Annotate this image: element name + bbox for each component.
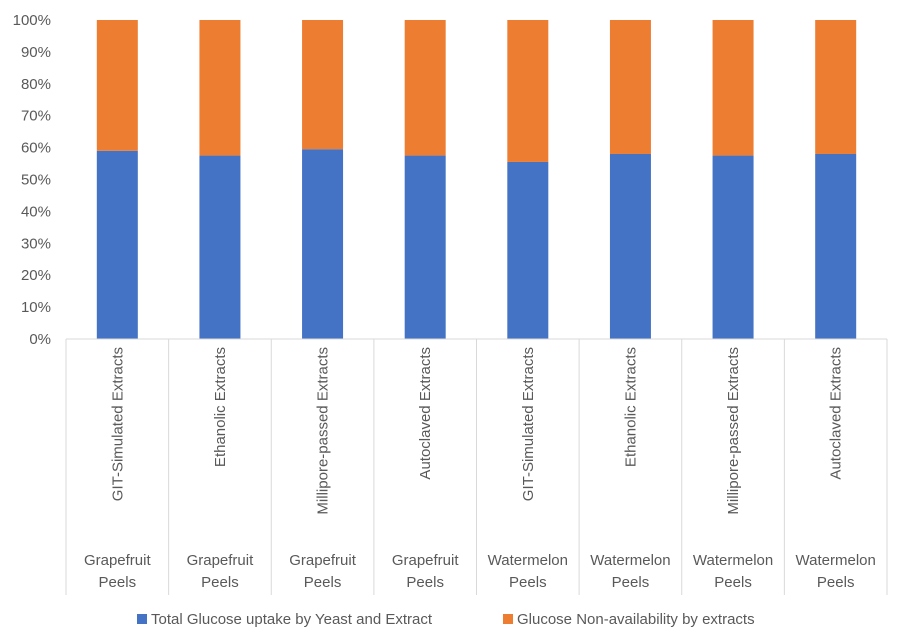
- x-tick-label-outer: Peels: [99, 574, 137, 591]
- x-tick-label-outer: Grapefruit: [289, 552, 357, 569]
- bar-segment-s0-c1: [199, 155, 241, 339]
- x-tick-label-outer: Peels: [509, 574, 547, 591]
- y-tick-label: 90%: [21, 44, 51, 61]
- x-tick-label-outer: Watermelon: [488, 552, 568, 569]
- y-tick-label: 50%: [21, 172, 51, 189]
- bar-segment-s0-c5: [609, 153, 651, 339]
- legend: Total Glucose uptake by Yeast and Extrac…: [137, 611, 755, 628]
- x-tick-label-outer: Peels: [304, 574, 342, 591]
- x-tick-label-inner: Ethanolic Extracts: [212, 347, 229, 467]
- x-tick-label-inner: Millipore-passed Extracts: [725, 347, 742, 515]
- bar-segment-s0-c3: [404, 155, 446, 339]
- bar-segment-s1-c4: [507, 20, 549, 162]
- x-tick-label-inner: Autoclaved Extracts: [417, 347, 434, 480]
- x-tick-label-outer: Peels: [201, 574, 239, 591]
- x-tick-label-outer: Peels: [612, 574, 650, 591]
- bar-segment-s1-c7: [815, 20, 857, 154]
- x-tick-label-inner: Ethanolic Extracts: [622, 347, 639, 467]
- y-tick-label: 80%: [21, 76, 51, 93]
- legend-label-0: Total Glucose uptake by Yeast and Extrac…: [151, 611, 433, 628]
- y-tick-label: 30%: [21, 235, 51, 252]
- bar-segment-s1-c2: [302, 20, 344, 150]
- x-tick-label-inner: Millipore-passed Extracts: [315, 347, 332, 515]
- x-tick-label-inner: GIT-Simulated Extracts: [109, 347, 126, 501]
- y-tick-label: 70%: [21, 108, 51, 125]
- y-axis: 0% 10% 20% 30% 40% 50% 60% 70% 80% 90% 100%: [13, 12, 51, 348]
- x-tick-label-outer: Grapefruit: [187, 552, 255, 569]
- bar-segment-s1-c5: [609, 20, 651, 154]
- y-tick-label: 0%: [29, 331, 51, 348]
- x-tick-label-outer: Peels: [817, 574, 855, 591]
- x-axis: GIT-Simulated Extracts Grapefruit Peels Eth…: [65, 338, 888, 595]
- bar-segment-s0-c4: [507, 161, 549, 339]
- legend-label-1: Glucose Non-availability by extracts: [517, 611, 755, 628]
- x-tick-label-outer: Grapefruit: [392, 552, 460, 569]
- bar-segment-s1-c3: [404, 20, 446, 156]
- x-tick-label-outer: Grapefruit: [84, 552, 152, 569]
- bar-segment-s0-c7: [815, 153, 857, 339]
- bar-segment-s0-c6: [712, 155, 754, 339]
- y-tick-label: 10%: [21, 299, 51, 316]
- y-tick-label: 40%: [21, 203, 51, 220]
- legend-swatch-0: [137, 614, 147, 624]
- x-tick-label-outer: Watermelon: [693, 552, 773, 569]
- bars: [96, 20, 857, 339]
- x-tick-label-outer: Watermelon: [590, 552, 670, 569]
- x-tick-label-inner: GIT-Simulated Extracts: [520, 347, 537, 501]
- x-tick-label-outer: Watermelon: [796, 552, 876, 569]
- y-tick-label: 100%: [13, 12, 51, 29]
- y-tick-label: 20%: [21, 267, 51, 284]
- legend-swatch-1: [503, 614, 513, 624]
- bar-segment-s0-c2: [302, 149, 344, 339]
- x-tick-label-outer: Peels: [714, 574, 752, 591]
- y-tick-label: 60%: [21, 140, 51, 157]
- bar-segment-s1-c1: [199, 20, 241, 156]
- bar-segment-s1-c0: [96, 20, 138, 151]
- x-tick-label-inner: Autoclaved Extracts: [828, 347, 845, 480]
- x-tick-label-outer: Peels: [406, 574, 444, 591]
- bar-segment-s1-c6: [712, 20, 754, 156]
- bar-segment-s0-c0: [96, 150, 138, 339]
